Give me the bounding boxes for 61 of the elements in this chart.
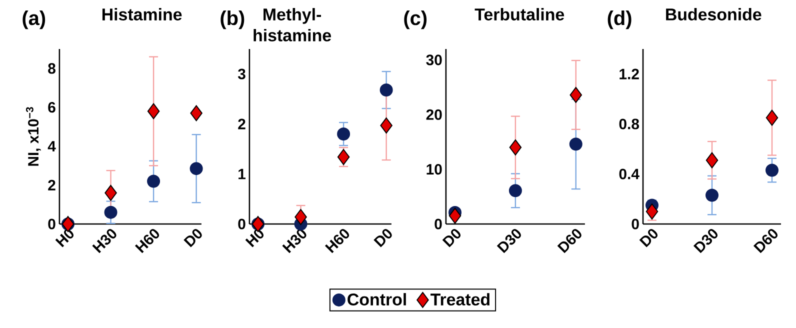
y-tick-label: 0 — [434, 218, 442, 230]
y-tick-label: 4 — [48, 141, 56, 152]
y-tick-label: 1.2 — [620, 68, 639, 80]
x-tick-label: H30 — [92, 229, 116, 254]
point — [190, 162, 203, 176]
x-tick-label: H30 — [282, 229, 306, 254]
point — [448, 208, 462, 224]
text: (a) — [22, 10, 46, 30]
point — [294, 209, 307, 225]
point — [147, 103, 160, 120]
point — [104, 184, 117, 201]
point — [766, 110, 778, 126]
x-tick-label: D0 — [639, 229, 658, 248]
point — [190, 105, 202, 122]
x-tick-label: D0 — [374, 229, 392, 248]
text: (c) — [404, 10, 427, 30]
y-tick-label: 6 — [48, 102, 56, 113]
point — [508, 184, 522, 198]
point — [569, 138, 582, 151]
y-tick-label: 20 — [426, 109, 442, 120]
y-axis-title: NI, x10$^{−3}$ — [26, 107, 41, 166]
point — [646, 204, 658, 220]
chart-title: Methyl-histamine — [254, 8, 332, 42]
x-tick-label: D0 — [442, 229, 461, 248]
chart-title: Budesonide — [666, 8, 762, 20]
point — [706, 188, 719, 202]
y-tick-label: 0 — [238, 218, 246, 230]
x-tick-label: H60 — [324, 229, 350, 254]
text: (b) — [220, 10, 244, 30]
x-tick-label: D30 — [693, 229, 718, 254]
y-tick-label: 2 — [48, 180, 56, 190]
x-tick-label: H60 — [134, 229, 160, 254]
chart-title: Histamine — [102, 8, 182, 20]
y-tick-label: 0.8 — [619, 118, 640, 130]
point — [509, 139, 522, 156]
point — [570, 86, 582, 103]
y-tick-label: 10 — [426, 164, 442, 175]
point — [706, 152, 718, 168]
y-tick-label: 0.4 — [619, 168, 640, 180]
point — [380, 118, 392, 134]
legend-label: Control — [348, 293, 406, 306]
y-tick-label: 30 — [426, 54, 442, 66]
legend-label: Treated — [430, 293, 490, 306]
chart-title: Terbutaline — [474, 8, 564, 20]
y-tick-label: 3 — [238, 68, 246, 80]
x-tick-label: D60 — [557, 229, 582, 254]
x-tick-label: D0 — [184, 229, 202, 248]
y-tick-label: 1 — [238, 168, 246, 180]
point — [104, 206, 118, 219]
y-tick-label: 2 — [238, 118, 246, 130]
y-tick-label: 8 — [48, 63, 56, 74]
text: (d) — [608, 10, 632, 30]
point — [380, 84, 393, 96]
point — [766, 164, 779, 177]
x-tick-label: D30 — [496, 229, 521, 254]
y-tick-label: 0 — [632, 218, 639, 230]
point — [147, 174, 160, 188]
x-tick-label: D60 — [753, 229, 778, 254]
y-tick-label: 0 — [48, 218, 56, 230]
point — [337, 149, 350, 165]
point — [337, 128, 350, 140]
